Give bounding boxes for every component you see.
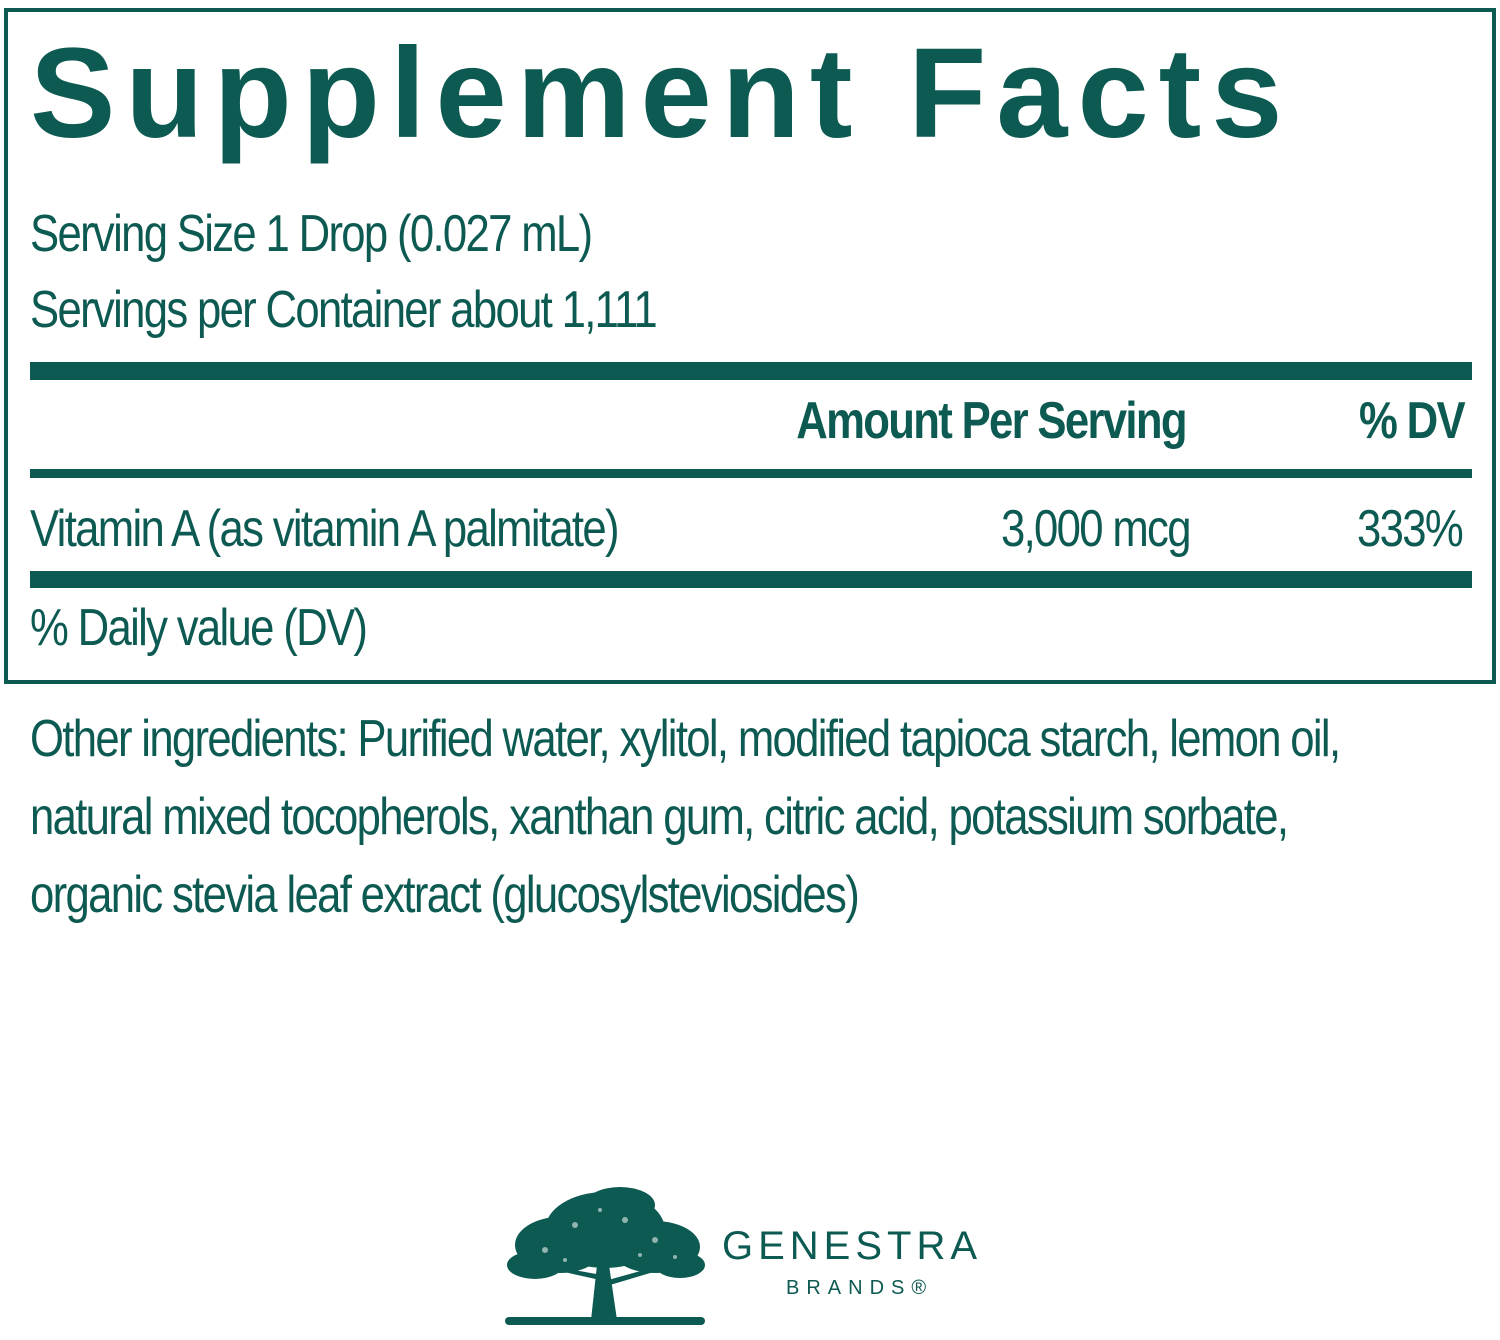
brand-name: GENESTRA [722, 1224, 983, 1268]
thick-divider [30, 362, 1472, 380]
nutrient-amount: 3,000 mcg [1001, 500, 1192, 558]
thin-divider [30, 469, 1472, 478]
brand-sub: BRANDS® [786, 1277, 934, 1299]
amount-header: Amount Per Serving [796, 392, 1187, 450]
tree-icon [505, 1187, 705, 1325]
servings-per-container: Servings per Container about 1,111 [30, 281, 658, 339]
dv-footnote: % Daily value (DV) [30, 599, 368, 657]
panel-title: Supplement Facts [30, 22, 1293, 165]
supplement-facts-panel [4, 8, 1496, 684]
thick-divider-bottom [30, 571, 1472, 588]
nutrient-dv: 333% [1357, 500, 1464, 558]
other-ingredients: Other ingredients: Purified water, xylit… [30, 710, 1341, 924]
nutrient-name: Vitamin A (as vitamin A palmitate) [30, 500, 620, 558]
dv-header: % DV [1359, 392, 1466, 450]
serving-size: Serving Size 1 Drop (0.027 mL) [30, 205, 593, 263]
